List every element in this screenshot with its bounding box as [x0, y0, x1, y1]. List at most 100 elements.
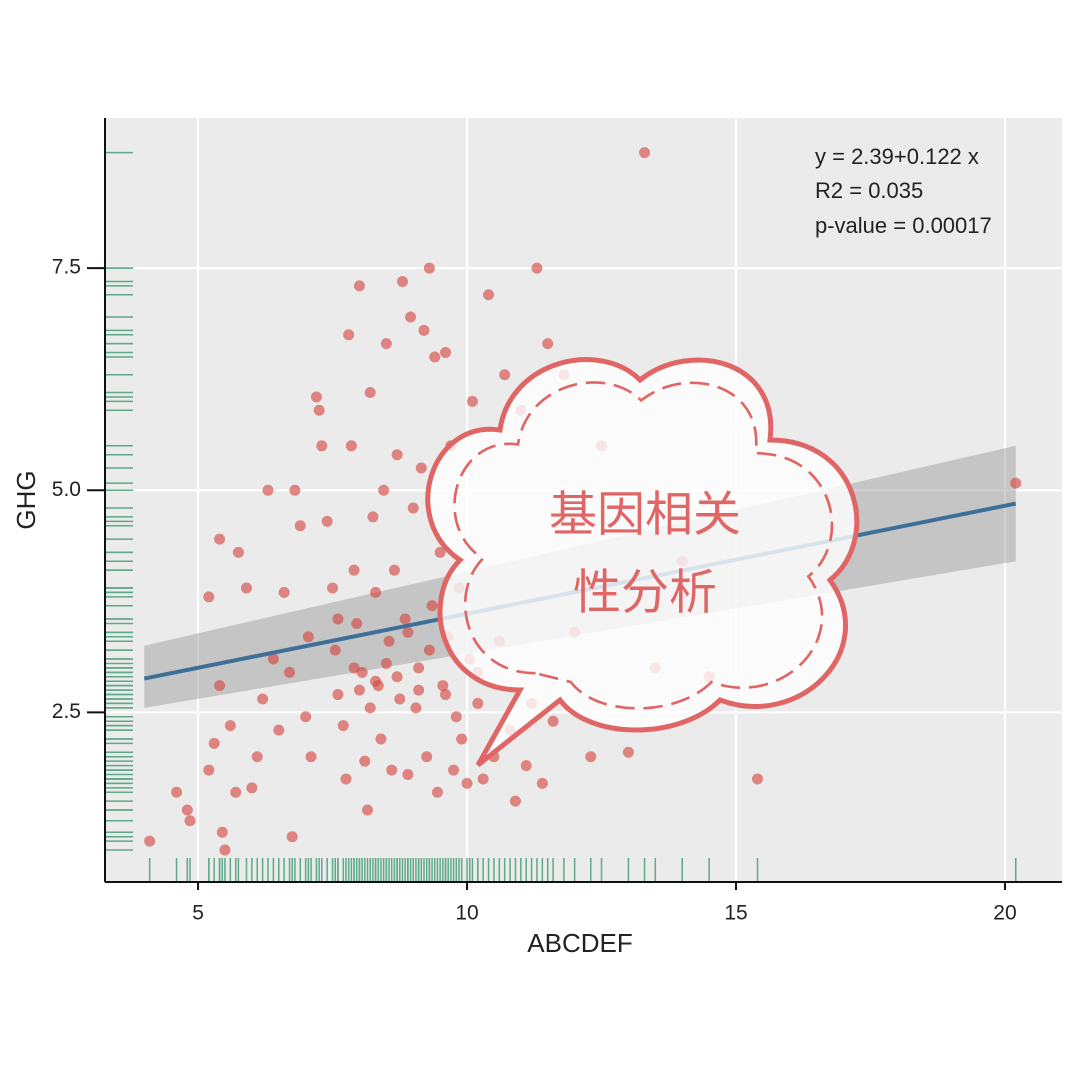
- point: [184, 815, 196, 827]
- point: [752, 773, 764, 785]
- point: [181, 804, 193, 816]
- point: [203, 764, 215, 776]
- annotation: R2 = 0.035: [815, 178, 923, 203]
- point: [370, 675, 382, 687]
- point: [208, 737, 220, 749]
- point: [396, 275, 408, 287]
- point: [639, 147, 651, 159]
- point: [421, 751, 433, 763]
- point: [386, 764, 398, 776]
- point: [262, 484, 274, 496]
- point: [536, 777, 548, 789]
- point: [407, 502, 419, 514]
- point: [367, 511, 379, 523]
- point: [477, 773, 489, 785]
- point: [240, 582, 252, 594]
- cloud-outline: [425, 357, 860, 767]
- point: [448, 764, 460, 776]
- point: [1010, 477, 1022, 489]
- point: [313, 404, 325, 416]
- point: [402, 626, 414, 638]
- cloud-badge: 基因相关 性分析: [425, 357, 860, 767]
- point: [585, 751, 597, 763]
- point: [362, 804, 374, 816]
- point: [423, 644, 435, 656]
- point: [499, 369, 511, 381]
- point: [232, 546, 244, 558]
- point: [391, 671, 403, 683]
- point: [359, 755, 371, 767]
- point: [456, 733, 468, 745]
- annotation: p-value = 0.00017: [815, 213, 992, 238]
- point: [437, 680, 449, 692]
- overlay-text: 性分析: [573, 567, 717, 620]
- point: [466, 395, 478, 407]
- point: [316, 440, 328, 452]
- point: [547, 715, 559, 727]
- point: [224, 720, 236, 732]
- point: [394, 693, 406, 705]
- point: [267, 653, 279, 665]
- y-tick-label: 2.5: [52, 700, 81, 723]
- point: [429, 351, 441, 363]
- point: [370, 586, 382, 598]
- x-tick-label: 10: [455, 902, 478, 925]
- point: [230, 786, 242, 798]
- point: [461, 777, 473, 789]
- point: [327, 582, 339, 594]
- point: [214, 680, 226, 692]
- point: [531, 262, 543, 274]
- point: [353, 280, 365, 292]
- point: [332, 689, 344, 701]
- point: [348, 662, 360, 674]
- point: [391, 449, 403, 461]
- point: [415, 462, 427, 474]
- point: [273, 724, 285, 736]
- point: [380, 657, 392, 669]
- point: [332, 613, 344, 625]
- point: [348, 564, 360, 576]
- point: [378, 484, 390, 496]
- point: [251, 751, 263, 763]
- point: [284, 666, 296, 678]
- point: [440, 689, 452, 701]
- point: [203, 591, 215, 603]
- point: [431, 786, 443, 798]
- point: [375, 733, 387, 745]
- point: [310, 391, 322, 403]
- x-tick-label: 20: [993, 902, 1016, 925]
- point: [343, 329, 355, 341]
- point: [345, 440, 357, 452]
- point: [246, 782, 258, 794]
- y-tick-label: 5.0: [52, 478, 81, 501]
- point: [214, 533, 226, 545]
- overlay-text: 基因相关: [549, 489, 741, 542]
- point: [622, 746, 634, 758]
- point: [413, 684, 425, 696]
- point: [278, 586, 290, 598]
- cloud-dashes: [453, 381, 834, 710]
- point: [509, 795, 521, 807]
- point: [410, 702, 422, 714]
- point: [356, 666, 368, 678]
- point: [380, 338, 392, 350]
- point: [340, 773, 352, 785]
- point: [364, 387, 376, 399]
- y-tick-label: 7.5: [52, 256, 81, 279]
- point: [423, 262, 435, 274]
- point: [388, 564, 400, 576]
- annotation: y = 2.39+0.122 x: [815, 144, 979, 169]
- point: [450, 711, 462, 723]
- point: [413, 662, 425, 674]
- point: [383, 635, 395, 647]
- point: [472, 697, 484, 709]
- point: [300, 711, 312, 723]
- point: [353, 684, 365, 696]
- point: [402, 769, 414, 781]
- point: [364, 702, 376, 714]
- point: [305, 751, 317, 763]
- point: [399, 613, 411, 625]
- point: [302, 631, 314, 643]
- point: [321, 515, 333, 527]
